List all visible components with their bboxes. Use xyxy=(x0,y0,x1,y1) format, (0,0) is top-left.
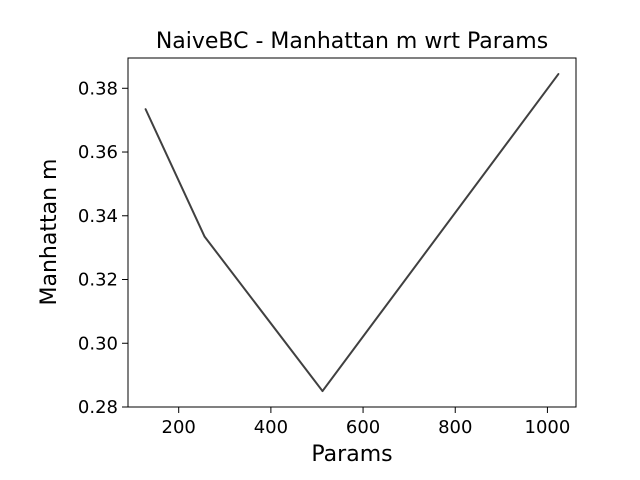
x-axis-ticks: 200 400 600 800 1000 xyxy=(162,407,571,438)
series-layer xyxy=(144,73,560,393)
x-tick-label: 600 xyxy=(346,417,380,438)
y-tick-label: 0.32 xyxy=(78,270,118,291)
y-axis-label: Manhattan m xyxy=(37,159,62,306)
data-point xyxy=(557,73,560,75)
x-tick-label: 200 xyxy=(162,417,196,438)
data-point xyxy=(203,235,206,238)
series-line xyxy=(144,73,560,393)
x-axis-label: Params xyxy=(311,442,392,467)
x-tick-label: 800 xyxy=(438,417,472,438)
plot-area-frame xyxy=(127,57,577,408)
data-point xyxy=(144,108,147,110)
y-axis-ticks: 0.28 0.30 0.32 0.34 0.36 0.38 xyxy=(78,78,128,418)
x-tick-label: 1000 xyxy=(525,417,571,438)
y-tick-label: 0.28 xyxy=(78,397,118,418)
y-tick-label: 0.36 xyxy=(78,142,118,163)
data-point xyxy=(321,390,324,392)
chart-title: NaiveBC - Manhattan m wrt Params xyxy=(156,29,548,54)
x-tick-label: 400 xyxy=(254,417,288,438)
y-tick-label: 0.30 xyxy=(78,333,118,354)
y-tick-label: 0.38 xyxy=(78,78,118,99)
y-tick-label: 0.34 xyxy=(78,206,118,227)
